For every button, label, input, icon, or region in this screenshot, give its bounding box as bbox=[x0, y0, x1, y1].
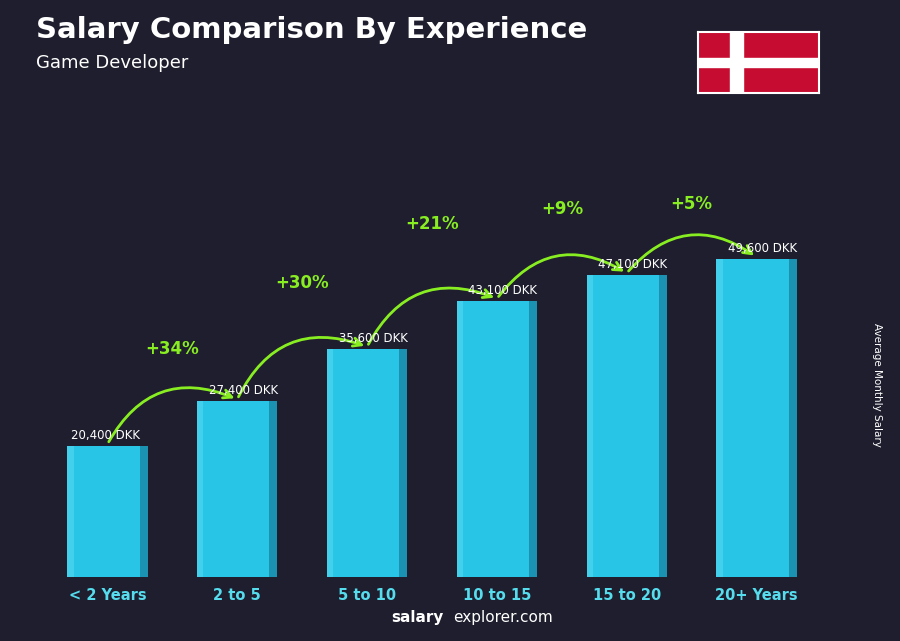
Text: salary: salary bbox=[392, 610, 444, 625]
Bar bbox=[456, 301, 464, 577]
Bar bbox=[716, 259, 796, 577]
Bar bbox=[197, 401, 277, 577]
Text: +30%: +30% bbox=[275, 274, 329, 292]
Bar bbox=[327, 349, 333, 577]
Text: +9%: +9% bbox=[541, 200, 583, 218]
Bar bbox=[68, 446, 148, 577]
Bar bbox=[140, 446, 148, 577]
Bar bbox=[788, 259, 796, 577]
Bar bbox=[698, 58, 819, 67]
Text: +21%: +21% bbox=[405, 215, 459, 233]
Bar bbox=[327, 349, 408, 577]
Text: Salary Comparison By Experience: Salary Comparison By Experience bbox=[36, 16, 587, 44]
Bar bbox=[400, 349, 408, 577]
Text: Game Developer: Game Developer bbox=[36, 54, 188, 72]
Text: 20,400 DKK: 20,400 DKK bbox=[71, 429, 140, 442]
Bar bbox=[587, 275, 667, 577]
Text: 35,600 DKK: 35,600 DKK bbox=[338, 332, 408, 345]
Text: 27,400 DKK: 27,400 DKK bbox=[209, 385, 278, 397]
Bar bbox=[68, 446, 74, 577]
Bar bbox=[659, 275, 667, 577]
Bar bbox=[456, 301, 537, 577]
Text: +34%: +34% bbox=[146, 340, 199, 358]
Text: 49,600 DKK: 49,600 DKK bbox=[728, 242, 797, 255]
Text: +5%: +5% bbox=[670, 195, 713, 213]
Bar bbox=[587, 275, 593, 577]
Text: explorer.com: explorer.com bbox=[453, 610, 553, 625]
Bar bbox=[716, 259, 723, 577]
Bar bbox=[730, 32, 743, 93]
Text: 43,100 DKK: 43,100 DKK bbox=[468, 284, 537, 297]
Bar bbox=[269, 401, 277, 577]
Bar bbox=[529, 301, 537, 577]
Text: Average Monthly Salary: Average Monthly Salary bbox=[872, 322, 883, 447]
Text: 47,100 DKK: 47,100 DKK bbox=[598, 258, 667, 271]
Bar bbox=[197, 401, 203, 577]
